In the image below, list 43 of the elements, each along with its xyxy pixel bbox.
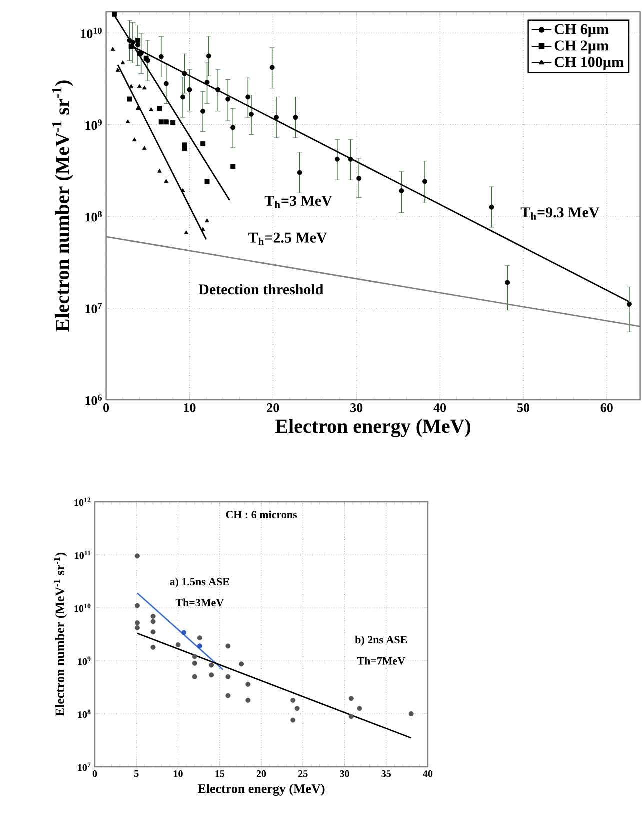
annotation: T$_{h}$=3 MeV	[264, 196, 332, 208]
y-axis-title: Electron number (MeV$^{-1}$ sr$^{-1}$)	[54, 552, 68, 716]
annotation: Th=3MeV	[176, 598, 224, 607]
y-tick-label: 10$^{7}$	[78, 762, 91, 772]
x-tick-label: 50	[518, 404, 530, 412]
annotation: b) 2ns ASE	[355, 636, 408, 646]
x-tick-label: 0	[92, 770, 98, 778]
x-tick-label: 40	[423, 770, 433, 778]
y-tick-label: 10$^{8}$	[78, 710, 91, 718]
legend-label: CH 100µm	[554, 57, 624, 70]
x-tick-label: 0	[104, 404, 110, 412]
x-tick-label: 60	[600, 404, 613, 412]
x-tick-label: 10	[174, 770, 183, 778]
y-tick-label: 10$^{9}$	[86, 120, 102, 130]
x-tick-label: 25	[298, 770, 308, 778]
x-tick-label: 40	[434, 404, 446, 412]
x-tick-label: 20	[267, 404, 280, 412]
x-axis-title: Electron energy (MeV)	[276, 419, 471, 438]
x-axis-title: Electron energy (MeV)	[198, 784, 325, 796]
x-tick-label: 30	[340, 770, 350, 778]
x-tick-label: 5	[134, 770, 139, 778]
x-tick-label: 30	[350, 404, 363, 412]
x-tick-label: 15	[216, 770, 225, 778]
y-tick-label: 10$^{7}$	[86, 303, 102, 314]
x-tick-label: 10	[184, 404, 196, 412]
annotation: CH : 6 microns	[226, 510, 298, 519]
annotation: Th=7MeV	[357, 657, 406, 665]
annotation: T$_{h}$=2.5 MeV	[248, 232, 328, 246]
x-tick-label: 35	[382, 770, 392, 778]
legend-label: CH 6µm	[554, 24, 609, 38]
y-tick-label: 10$^{6}$	[86, 394, 102, 406]
annotation: Detection threshold	[198, 284, 324, 295]
y-axis-title: Electron number (MeV$^{-1}$ sr$^{-1}$)	[52, 80, 74, 332]
legend-label: CH 2µm	[554, 40, 609, 54]
x-tick-label: 20	[256, 770, 266, 778]
y-tick-label: 10$^{10}$	[81, 28, 102, 38]
annotation: T$_{h}$=9.3 MeV	[520, 208, 600, 220]
y-tick-label: 10$^{10}$	[74, 604, 91, 612]
y-tick-label: 10$^{11}$	[75, 550, 91, 560]
y-tick-label: 10$^{9}$	[78, 656, 91, 666]
y-tick-label: 10$^{12}$	[74, 498, 91, 506]
annotation: a) 1.5ns ASE	[170, 578, 230, 588]
y-tick-label: 10$^{8}$	[86, 211, 102, 222]
